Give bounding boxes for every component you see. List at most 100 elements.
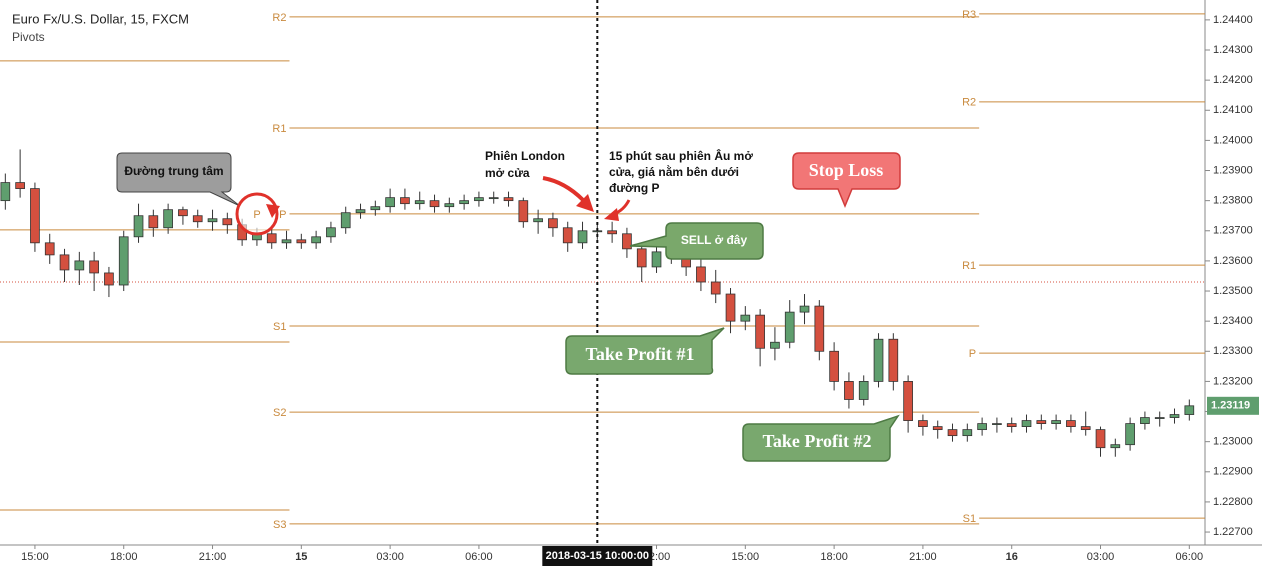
callout-take-profit-2: [742, 414, 900, 462]
arrow-head: [576, 194, 594, 212]
candle-body: [858, 381, 869, 400]
candle-body: [903, 381, 913, 421]
candle-body: [59, 254, 70, 271]
candle-body: [873, 338, 884, 382]
pivot-label: S3: [273, 519, 286, 531]
candle-body: [799, 305, 810, 313]
candle-body: [1036, 420, 1047, 424]
annotation: SELL ở đây: [681, 233, 748, 247]
candle-body: [0, 182, 11, 202]
candle-body: [163, 209, 173, 229]
candle-body: [770, 341, 780, 349]
candle-body: [1051, 420, 1061, 424]
crosshair-label: 2018-03-15 10:00:00: [546, 550, 649, 562]
candle-body: [503, 197, 514, 202]
x-tick-label: 06:00: [1176, 551, 1204, 563]
candle-body: [636, 248, 647, 268]
annotation: Take Profit #1: [585, 344, 694, 364]
callout-stop-loss: [792, 152, 901, 208]
candle-body: [740, 314, 751, 322]
candle-body: [696, 266, 706, 283]
arrow-head: [604, 208, 619, 221]
candle-body: [518, 200, 529, 223]
annotation: Take Profit #2: [762, 431, 871, 451]
candle-body: [562, 227, 573, 244]
x-tick-label: 06:00: [465, 551, 493, 563]
callout-take-profit-1: [565, 327, 725, 375]
pivot-label: R1: [962, 260, 976, 272]
x-tick-label: 15:00: [732, 551, 760, 563]
candle-body: [444, 203, 455, 208]
y-tick-label: 1.24100: [1213, 104, 1253, 116]
candle-body: [488, 197, 499, 200]
candle-body: [326, 227, 336, 238]
candle-body: [414, 200, 425, 205]
candle-body: [1006, 423, 1017, 428]
candle-body: [725, 293, 736, 322]
x-tick-label: 16: [1006, 551, 1018, 563]
candle-body: [548, 218, 558, 229]
center-marker: [235, 192, 279, 236]
chart-subtitle: Pivots: [12, 30, 45, 44]
candle-body: [133, 215, 144, 238]
candle-body: [577, 230, 588, 244]
candle-body: [429, 200, 440, 208]
y-tick-label: 1.24000: [1213, 134, 1253, 146]
candle-body: [118, 236, 129, 286]
annotation: Đường trung tâm: [124, 164, 223, 178]
callout-sell: [629, 222, 764, 260]
pivot-label: S1: [963, 513, 976, 525]
candle-body: [1021, 420, 1032, 428]
candle-body: [207, 218, 218, 223]
y-tick-label: 1.22800: [1213, 496, 1253, 508]
candle-body: [15, 182, 25, 189]
annotation: Phiên London: [485, 149, 565, 163]
candle-body: [1140, 417, 1150, 424]
x-tick-label: 15:00: [21, 551, 49, 563]
y-tick-label: 1.23900: [1213, 164, 1253, 176]
x-tick-label: 15: [295, 551, 307, 563]
candle-body: [385, 197, 395, 208]
candle-body: [1110, 444, 1121, 449]
annotation: mở cửa: [485, 166, 530, 180]
candle-body: [1154, 417, 1165, 419]
candle-body: [148, 215, 159, 229]
crosshair-label-bg: [542, 546, 653, 566]
candle-body: [370, 206, 381, 211]
candle-body: [1125, 423, 1135, 446]
pivot-label: R1: [272, 123, 286, 135]
candle-body: [710, 281, 721, 295]
candle-body: [622, 233, 632, 250]
x-tick-label: 18:00: [820, 551, 848, 563]
candle-body: [962, 429, 973, 437]
x-tick-label: 03:00: [1087, 551, 1115, 563]
y-tick-label: 1.23300: [1213, 345, 1253, 357]
candle-body: [474, 197, 484, 202]
candle-body: [266, 233, 277, 244]
pivot-label: P: [279, 209, 286, 221]
x-tick-label: 21:00: [199, 551, 227, 563]
candle-body: [784, 311, 795, 343]
candle-body: [651, 251, 662, 268]
x-tick-label: 18:00: [110, 551, 138, 563]
candle-body: [829, 350, 839, 382]
candle-body: [992, 423, 1002, 425]
annotation: cửa, giá nằm bên dưới: [609, 164, 739, 179]
y-tick-label: 1.23500: [1213, 285, 1253, 297]
chart-title: Euro Fx/U.S. Dollar, 15, FXCM: [12, 11, 189, 26]
annotation: đường P: [609, 181, 660, 195]
y-tick-label: 1.23600: [1213, 255, 1253, 267]
candle-body: [1095, 429, 1106, 449]
x-tick-label: 03:00: [376, 551, 404, 563]
candle-body: [192, 215, 203, 223]
candle-body: [533, 218, 543, 223]
marker-arrow: [266, 204, 280, 218]
candle-body: [814, 305, 825, 352]
candle-body: [400, 197, 410, 205]
candle-body: [932, 426, 943, 431]
pivot-label: S2: [273, 407, 286, 419]
last-price-label: 1.23119: [1211, 400, 1250, 412]
